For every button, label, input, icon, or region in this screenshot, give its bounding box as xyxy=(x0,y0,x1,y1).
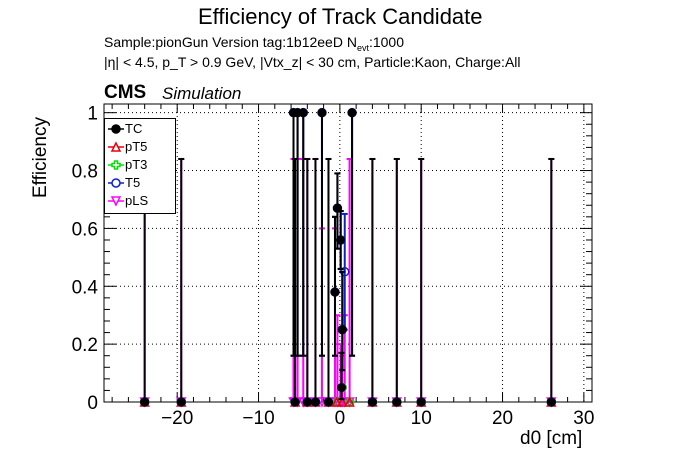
legend-marker-t5 xyxy=(108,178,124,188)
x-tick-label: 0 xyxy=(335,408,346,429)
TC-point xyxy=(546,397,556,407)
legend-item-t5: T5 xyxy=(105,174,175,192)
pLS-point xyxy=(339,397,350,408)
pT5-point xyxy=(344,396,355,407)
y-axis-label: Efficiency xyxy=(30,117,51,198)
TC-point xyxy=(317,108,327,118)
TC-point xyxy=(347,108,357,118)
pT5-point xyxy=(331,396,342,407)
x-tick-label: 30 xyxy=(573,408,594,429)
legend: TC pT5 pT3 T5 pLS xyxy=(104,118,176,214)
legend-marker-pls xyxy=(108,196,124,207)
legend-item-pt5: pT5 xyxy=(105,138,175,156)
TC-point xyxy=(337,325,347,335)
TC-point xyxy=(330,287,340,297)
x-tick-label: −10 xyxy=(242,408,274,429)
TC-point xyxy=(323,397,333,407)
y-tick-label: 0.4 xyxy=(72,277,99,298)
TC-point xyxy=(298,108,308,118)
legend-label: TC xyxy=(125,121,143,136)
cms-label: CMS xyxy=(104,82,147,103)
x-axis-label: d0 [cm] xyxy=(520,428,583,449)
TC-point xyxy=(302,397,312,407)
TC-point xyxy=(392,397,402,407)
legend-label: pT3 xyxy=(125,157,148,172)
legend-label: pT5 xyxy=(125,139,148,154)
sample-info-text: Sample:pionGun Version tag:1b12eeD N xyxy=(104,34,357,50)
x-tick-label: 20 xyxy=(492,408,513,429)
y-tick-label: 0.2 xyxy=(72,335,98,356)
legend-label: T5 xyxy=(125,175,141,190)
TC-point xyxy=(336,235,346,245)
legend-item-pt3: pT3 xyxy=(105,156,175,174)
pT5-point xyxy=(337,396,348,407)
nevt-value: :1000 xyxy=(368,34,405,50)
TC-point xyxy=(336,383,346,393)
legend-label: pLS xyxy=(125,193,149,208)
sample-info-line: Sample:pionGun Version tag:1b12eeD Nevt:… xyxy=(104,34,404,53)
x-tick-label: 10 xyxy=(411,408,432,429)
simulation-label: Simulation xyxy=(162,84,242,103)
y-tick-label: 0 xyxy=(87,393,98,414)
y-tick-label: 0.6 xyxy=(72,219,98,240)
legend-marker-pt5 xyxy=(108,141,124,152)
y-tick-label: 0.8 xyxy=(72,162,98,183)
chart-title: Efficiency of Track Candidate xyxy=(198,4,483,29)
legend-marker-pt3 xyxy=(108,160,124,170)
TC-point xyxy=(310,397,320,407)
x-tick-label: −20 xyxy=(161,408,193,429)
TC-point xyxy=(176,397,186,407)
TC-point xyxy=(140,397,150,407)
y-tick-label: 1 xyxy=(87,104,98,125)
TC-point xyxy=(416,397,426,407)
nevt-subscript: evt xyxy=(356,42,369,53)
TC-point xyxy=(290,397,300,407)
legend-item-pls: pLS xyxy=(105,192,175,210)
legend-marker-tc xyxy=(108,124,124,134)
legend-item-tc: TC xyxy=(105,120,175,138)
TC-point xyxy=(367,397,377,407)
selection-info-line: |η| < 4.5, p_T > 0.9 GeV, |Vtx_z| < 30 c… xyxy=(104,54,521,70)
